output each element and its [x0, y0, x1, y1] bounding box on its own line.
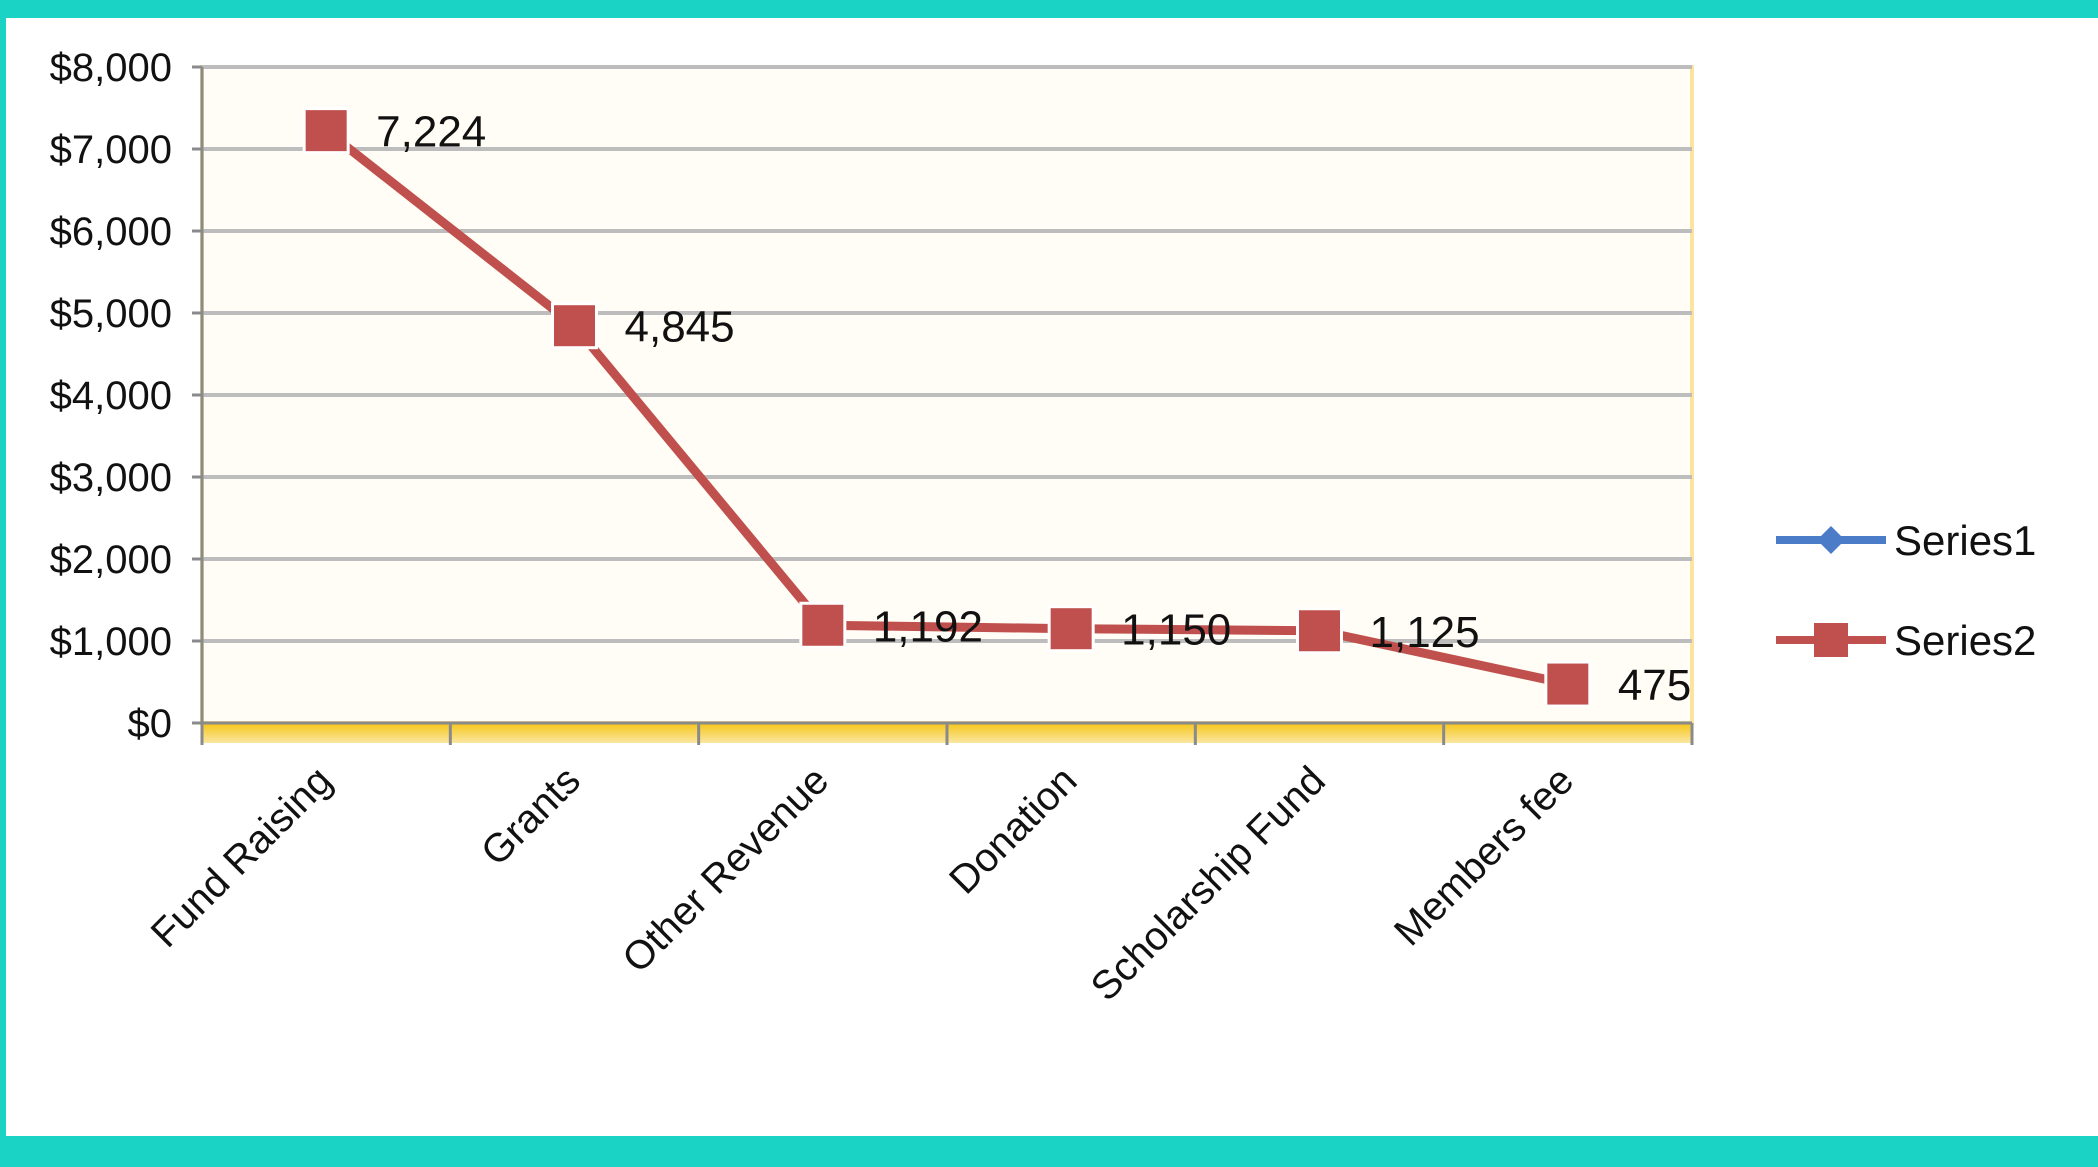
chart-panel: $0 $1,000 $2,000 $3,000 $4,000 $5,000 $6,000 $7…	[6, 18, 2098, 1136]
series2-point	[551, 302, 598, 350]
legend-label: Series2	[1894, 617, 2036, 664]
y-tick-label: $3,000	[50, 456, 172, 500]
x-tick-label: Grants	[473, 758, 589, 874]
data-label: 475	[1618, 661, 1691, 710]
data-label: 4,845	[625, 303, 735, 352]
series2-line	[323, 127, 1569, 689]
x-tick-label: Donation	[941, 758, 1085, 902]
series2-point	[799, 601, 847, 649]
legend-marker	[1817, 526, 1845, 554]
gridlines	[200, 65, 1694, 725]
y-tick-label: $5,000	[50, 292, 172, 336]
line-chart: $0 $1,000 $2,000 $3,000 $4,000 $5,000 $6,000 $7…	[50, 46, 2037, 1009]
data-labels: 7,224 4,845 1,192 1,150 1,125 475	[376, 108, 1691, 710]
y-tick-label: $0	[128, 702, 173, 746]
data-label: 1,192	[873, 602, 983, 651]
data-label: 7,224	[376, 108, 486, 157]
series2-point	[1296, 607, 1343, 655]
x-tick-label: Scholarship Fund	[1083, 758, 1334, 1009]
x-tick-labels: Fund Raising Grants Other Revenue DonationS…	[143, 758, 1582, 1009]
y-tick-label: $1,000	[50, 620, 172, 664]
legend: Series1 Series2	[1776, 517, 2036, 664]
axes	[192, 65, 1694, 745]
y-tick-label: $4,000	[50, 374, 172, 418]
series	[302, 107, 1592, 708]
y-tick-label: $2,000	[50, 538, 172, 582]
series2-point	[1047, 605, 1095, 653]
x-tick-label: Other Revenue	[614, 758, 837, 981]
y-tick-label: $6,000	[50, 210, 172, 254]
y-tick-label: $8,000	[50, 46, 172, 90]
data-label: 1,125	[1370, 608, 1480, 657]
y-tick-label: $7,000	[50, 128, 172, 172]
series2-point	[1544, 660, 1592, 708]
x-tick-label: Members fee	[1386, 758, 1582, 954]
series2-point	[302, 107, 350, 155]
legend-marker	[1814, 623, 1848, 657]
data-label: 1,150	[1121, 606, 1231, 655]
legend-label: Series1	[1894, 517, 2036, 564]
y-tick-labels: $0 $1,000 $2,000 $3,000 $4,000 $5,000 $6,000 $7…	[50, 46, 172, 746]
x-tick-label: Fund Raising	[143, 758, 341, 956]
